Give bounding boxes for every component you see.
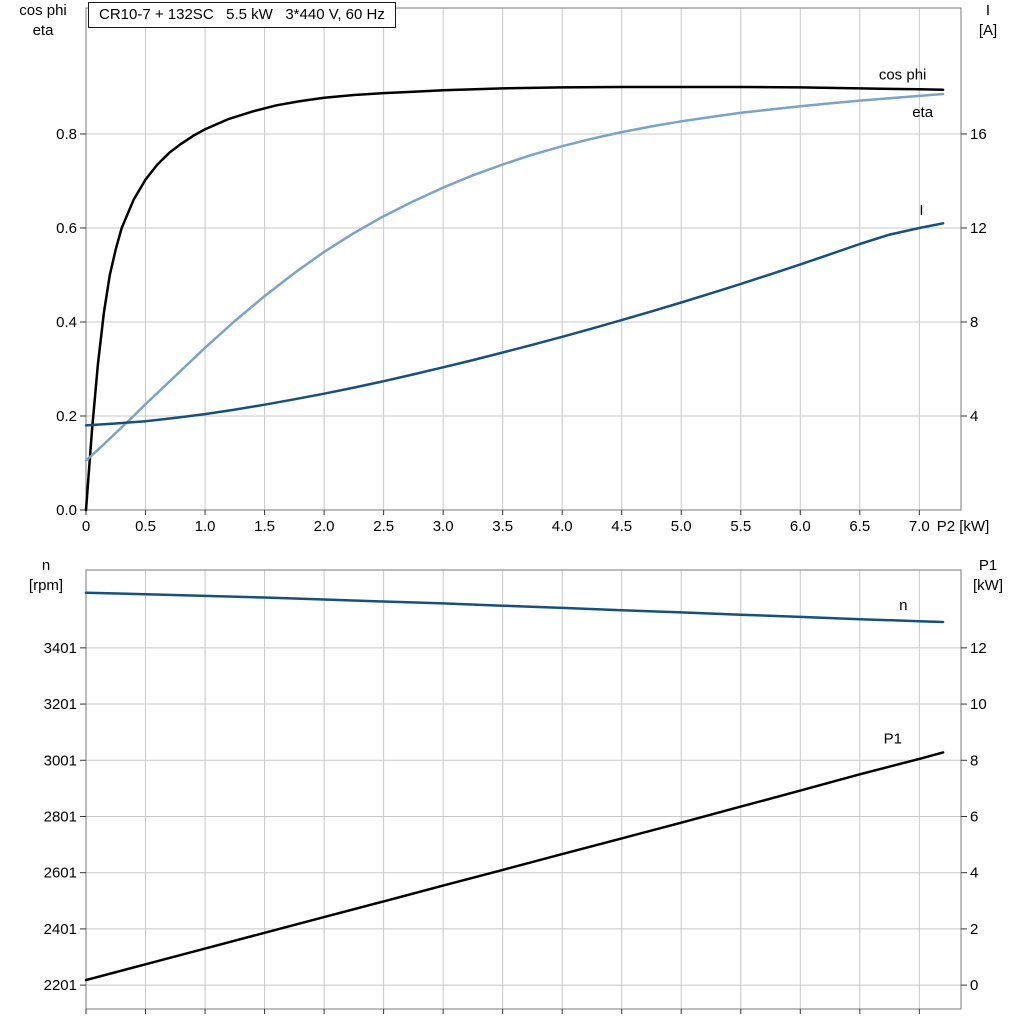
x-tick-label: 0.5 — [135, 518, 156, 535]
left-tick-label: 2801 — [44, 808, 77, 825]
curve-label-cos-phi: cos phi — [879, 66, 927, 83]
left-tick-label: 3401 — [44, 640, 77, 657]
x-tick-label: 1.5 — [254, 518, 275, 535]
chart-title: CR10-7 + 132SC 5.5 kW 3*440 V, 60 Hz — [88, 2, 396, 28]
x-tick-label: 3.0 — [433, 518, 454, 535]
x-tick-label: 6.0 — [790, 518, 811, 535]
curve-n — [84, 591, 945, 624]
x-tick-label: 7.0 — [909, 518, 930, 535]
current-axis-label: I — [985, 2, 991, 19]
right-tick-label: 8 — [970, 752, 978, 769]
bottom-left-axis-title: n [rpm] — [6, 556, 86, 596]
left-tick-label: 0.4 — [56, 314, 77, 331]
curve-p1 — [84, 751, 945, 982]
right-tick-label: 2 — [970, 921, 978, 938]
curve-label-eta: eta — [912, 104, 934, 121]
x-tick-label: 3.5 — [492, 518, 513, 535]
left-tick-label: 3201 — [44, 696, 77, 713]
rpm-unit-label: [rpm] — [28, 577, 64, 594]
left-tick-label: 2601 — [44, 865, 77, 882]
top-right-axis-title: I [A] — [956, 1, 1020, 41]
x-tick-label: 6.5 — [849, 518, 870, 535]
x-tick-label: 4.5 — [611, 518, 632, 535]
plot-frame — [85, 569, 962, 1010]
speed-axis-label: n — [41, 557, 51, 574]
x-axis-unit-label: P2 [kW] — [937, 518, 990, 535]
cos-phi-axis-label: cos phi — [19, 2, 67, 19]
input-power-axis-label: P1 — [978, 557, 998, 574]
curve-label-i: I — [919, 202, 923, 219]
bottom-right-axis-title: P1 [kW] — [954, 556, 1022, 596]
x-tick-label: 5.0 — [671, 518, 692, 535]
left-tick-label: 2201 — [44, 977, 77, 994]
right-tick-label: 4 — [970, 408, 978, 425]
eta-axis-label: eta — [32, 22, 54, 39]
x-tick-label: 2.5 — [373, 518, 394, 535]
right-tick-label: 6 — [970, 808, 978, 825]
right-tick-label: 8 — [970, 314, 978, 331]
right-tick-label: 12 — [970, 640, 987, 657]
left-tick-label: 0.0 — [56, 502, 77, 519]
curve-eta — [84, 85, 945, 512]
x-tick-label: 4.0 — [552, 518, 573, 535]
left-tick-label: 0.6 — [56, 220, 77, 237]
right-tick-label: 10 — [970, 696, 987, 713]
curve-i — [84, 222, 945, 427]
left-tick-label: 0.2 — [56, 408, 77, 425]
right-tick-label: 0 — [970, 977, 978, 994]
kw-unit-label: [kW] — [973, 577, 1003, 594]
curve-label-p1: P1 — [884, 730, 902, 747]
top-chart: 0 0.5 1.0 1.5 2.0 2.5 3.0 3.5 4.0 4.5 5.0 5.5 6.0 6.5… — [56, 7, 990, 535]
left-tick-label: 3001 — [44, 752, 77, 769]
x-tick-label: 0 — [82, 518, 90, 535]
right-tick-label: 16 — [970, 126, 987, 143]
x-tick-label: 2.0 — [314, 518, 335, 535]
right-tick-label: 12 — [970, 220, 987, 237]
curve-label-n: n — [899, 597, 907, 614]
right-tick-label: 4 — [970, 865, 978, 882]
top-left-axis-title: cos phi eta — [4, 1, 82, 41]
ampere-unit-label: [A] — [978, 22, 998, 39]
plot-frame — [85, 7, 962, 511]
x-tick-label: 5.5 — [730, 518, 751, 535]
x-tick-label: 1.0 — [195, 518, 216, 535]
bottom-chart: 2201 2401 2601 2801 3001 3201 3401 0 2 4 6 8 10 12 n P1 — [44, 569, 987, 1014]
curve-cos-phi — [84, 92, 945, 462]
left-tick-label: 2401 — [44, 921, 77, 938]
left-tick-label: 0.8 — [56, 126, 77, 143]
